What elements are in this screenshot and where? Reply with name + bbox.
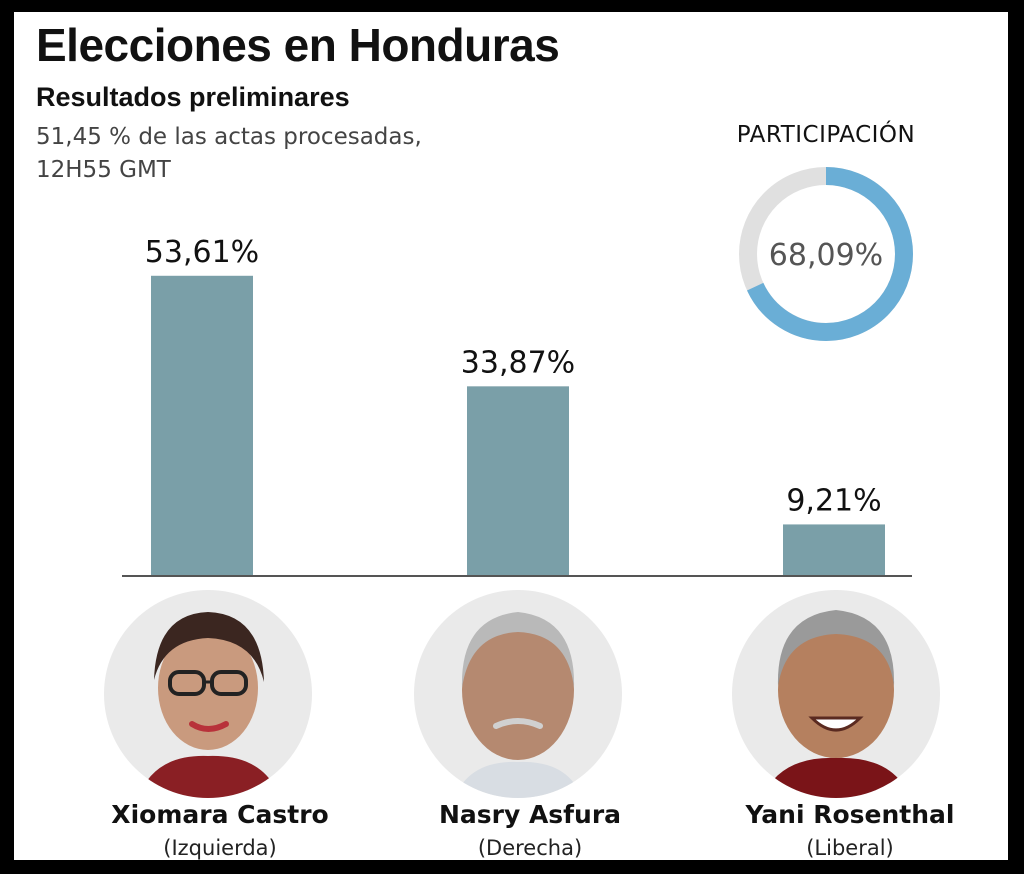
candidate-party: (Izquierda) xyxy=(163,836,277,860)
candidate-name: Nasry Asfura xyxy=(438,800,622,829)
page-title: Elecciones en Honduras xyxy=(36,19,560,71)
donut-title: PARTICIPACIÓN xyxy=(737,120,916,148)
infographic-frame: Elecciones en Honduras Resultados prelim… xyxy=(14,12,1008,860)
bar-value-label: 9,21% xyxy=(786,483,881,518)
candidate-party: (Derecha) xyxy=(477,836,583,860)
bar-0 xyxy=(151,275,253,576)
candidate-name: Yani Rosenthal xyxy=(745,800,955,829)
candidate-portrait-rosenthal xyxy=(732,590,940,798)
donut-value-label: 68,09% xyxy=(769,238,883,273)
bar-value-label: 33,87% xyxy=(461,345,575,380)
candidate-portrait-asfura xyxy=(414,590,622,798)
candidate-party: (Liberal) xyxy=(806,836,894,860)
page-subtitle: Resultados preliminares xyxy=(36,82,350,112)
candidate-name: Xiomara Castro xyxy=(111,800,329,829)
bar-value-label: 53,61% xyxy=(145,235,259,270)
results-chart: 53,61% 33,87% 9,21% PARTICIPACIÓN 68,09% xyxy=(122,120,916,577)
processing-note: 51,45 % de las actas procesadas, xyxy=(36,124,422,150)
timestamp-note: 12H55 GMT xyxy=(36,157,171,183)
bar-2 xyxy=(783,524,885,576)
donut-participation-arc xyxy=(739,167,913,341)
bar-1 xyxy=(467,386,569,576)
candidate-portrait-castro xyxy=(104,590,312,798)
